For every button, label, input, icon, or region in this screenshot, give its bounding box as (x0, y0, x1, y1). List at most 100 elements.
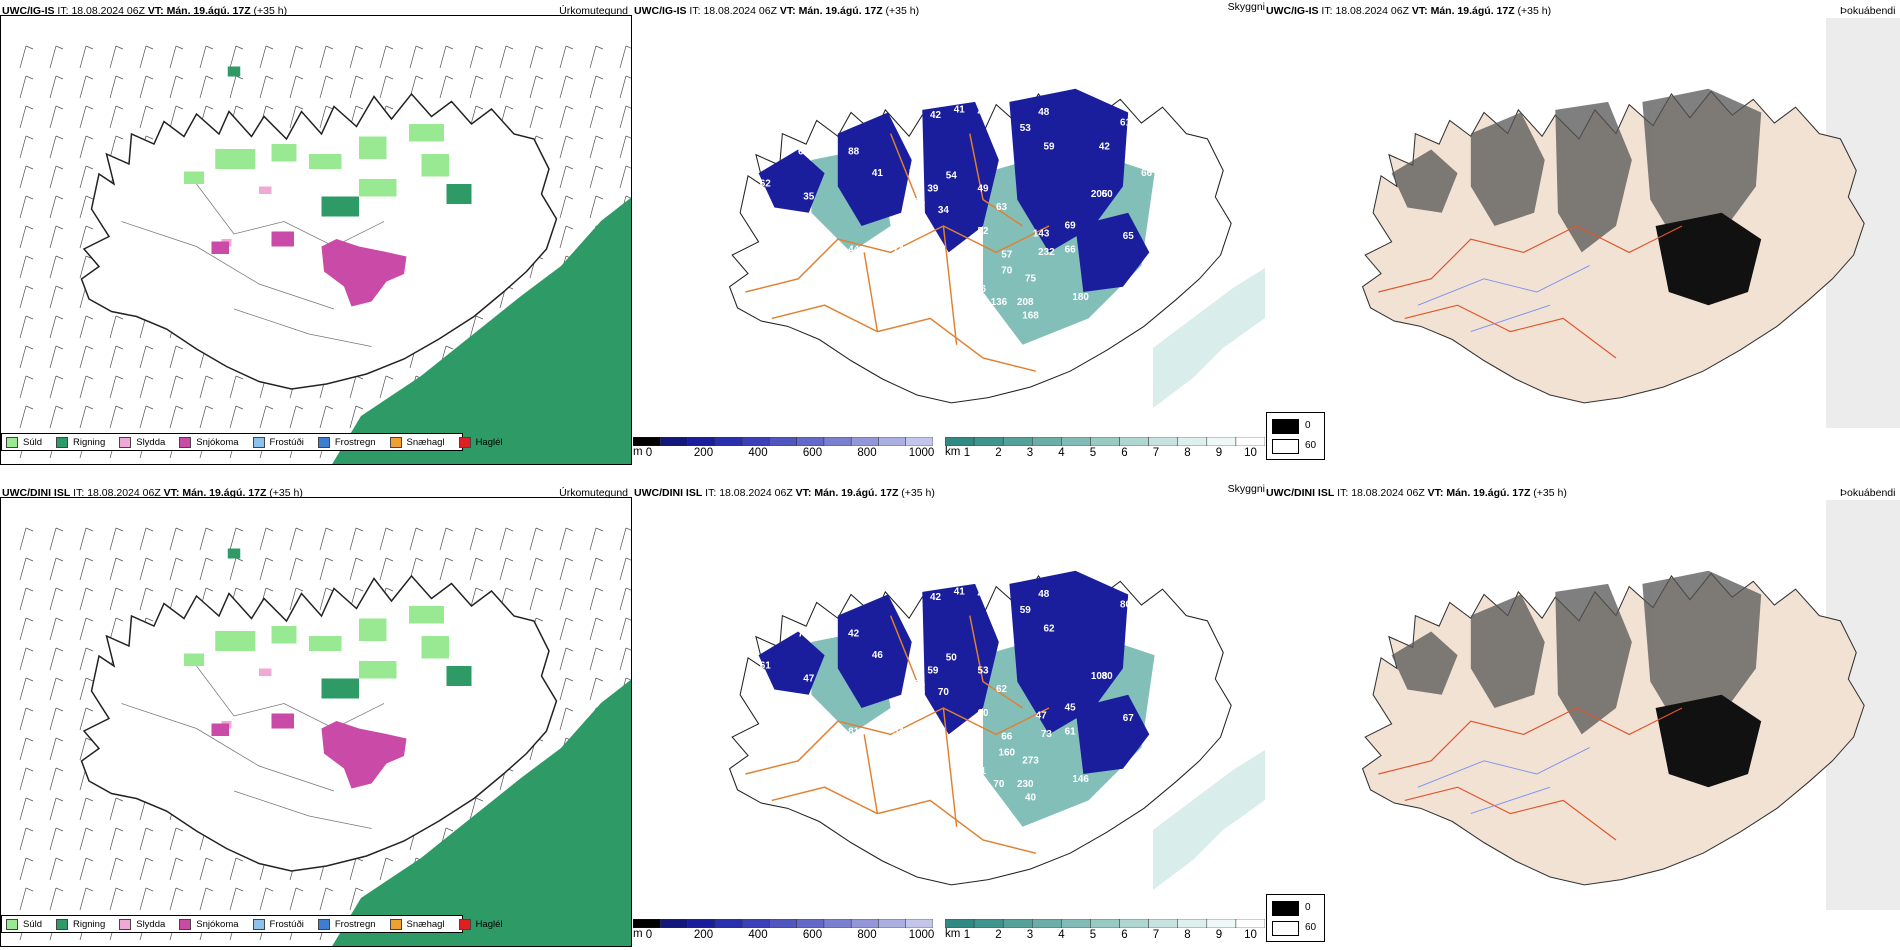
cloud-base-label: 61 (1120, 118, 1132, 129)
vt-value: Mán. 19.ágú. 17Z (166, 5, 251, 17)
wind-barb (559, 677, 574, 701)
legend-item-frostudi: Frostúði (252, 436, 304, 448)
colorbar-cell (1090, 437, 1120, 446)
wind-barb (619, 75, 631, 99)
legend-label: Rigning (73, 436, 106, 448)
wind-barb (109, 857, 124, 881)
wind-barb (169, 557, 184, 581)
wind-barb (79, 617, 94, 641)
visibility-tick: 9 (1215, 929, 1223, 941)
cloud-base-tick: 400 (748, 447, 768, 459)
it-label: IT: (57, 5, 69, 17)
vt-label: VT: (779, 5, 796, 17)
wind-barb (379, 45, 394, 69)
colorbar-cell (878, 437, 906, 446)
colorbar-cell (769, 919, 797, 928)
visibility-tick: 10 (1244, 929, 1257, 941)
precip-legend: Súld Rigning Slydda Snjókoma Frostúði Frostre… (1, 433, 503, 451)
visibility-unit: km (945, 928, 961, 940)
cloud-base-label: 59 (1043, 141, 1055, 152)
cloud-base-label: 146 (1072, 774, 1089, 785)
cloud-base-label: 47 (803, 674, 815, 685)
precip-title: Úrkomutegund (559, 487, 628, 499)
wind-barb (19, 767, 34, 791)
vt-value: Mán. 19.ágú. 17Z (814, 487, 899, 499)
wind-barb (559, 195, 574, 219)
cloud-base-tick: 0 (645, 929, 653, 941)
wind-barb (589, 557, 604, 581)
visibility-tick: 5 (1089, 447, 1097, 459)
wind-barb (169, 887, 184, 911)
wind-barb (529, 75, 544, 99)
precip-panel: UWC/DINI ISL IT: 18.08.2024 06Z VT: Mán.… (0, 482, 632, 947)
legend-label: Rigning (73, 918, 106, 930)
wind-barb (49, 887, 64, 911)
fog-map (1266, 500, 1900, 910)
wind-barb (49, 285, 64, 309)
cloud-base-label: 66 (1065, 244, 1077, 255)
wind-barb (49, 617, 64, 641)
cloud-base-labels: 61 72 49 42 41 45 48 80 59 62 42 46 45 50 59 53 62 47 56 70… (760, 581, 1135, 835)
wind-barb (79, 315, 94, 339)
legend-swatch (119, 436, 132, 448)
colorbar-cell (796, 919, 825, 928)
wind-barb (49, 737, 64, 761)
wind-barb (379, 375, 394, 399)
wind-barb (589, 45, 604, 69)
cloud-base-label: 40 (1025, 792, 1037, 803)
wind-barb (19, 135, 34, 159)
wind-barb (619, 647, 631, 671)
wind-barb (559, 105, 574, 129)
cloud-header: UWC/IG-IS IT: 18.08.2024 06Z VT: Mán. 19… (634, 5, 919, 17)
legend-item-snjokoma: Snjókoma (179, 436, 239, 448)
wind-barb (169, 375, 184, 399)
cloud-base-label: 44 (848, 244, 860, 255)
visibility-tick: 8 (1184, 929, 1191, 941)
cloud-base-tick: 0 (645, 447, 653, 459)
wind-barb (319, 887, 334, 911)
lead-time: (+35 h) (1517, 5, 1552, 17)
wind-barb (379, 75, 394, 99)
wind-barb (469, 797, 484, 821)
wind-barb (379, 857, 394, 881)
wind-barb (529, 527, 544, 551)
wind-barb (319, 75, 334, 99)
fog-legend-light-swatch (1272, 921, 1299, 936)
cloud-base-label: 70 (993, 779, 1005, 790)
wind-barb (169, 587, 184, 611)
colorbar-cell (633, 437, 661, 446)
it-value: 18.08.2024 06Z (87, 487, 161, 499)
wind-barb (139, 857, 154, 881)
cloud-base-tick: 800 (857, 447, 877, 459)
cloud-base-label: 75 (1025, 273, 1037, 284)
cloud-base-label: 42 (930, 110, 942, 121)
wind-barb (49, 255, 64, 279)
colorbar-cell (1206, 437, 1237, 446)
cloud-base-label: 67 (1123, 713, 1135, 724)
wind-barb (229, 405, 244, 429)
colorbar-cell (1235, 919, 1265, 928)
ocean-rain (332, 679, 631, 946)
legend-label: Snæhagl (406, 918, 445, 930)
legend-label: Slydda (136, 918, 166, 930)
cloud-base-label: 80 (1120, 600, 1132, 611)
vt-value: Mán. 19.ágú. 17Z (798, 5, 883, 17)
cloud-base-label: 54 (946, 170, 958, 181)
cloud-base-label: 86 (914, 197, 926, 208)
fog-legend-light-label: 60 (1305, 440, 1317, 451)
legend-item-frostregn: Frostregn (317, 436, 376, 448)
wind-barb (79, 75, 94, 99)
legend-item-rigning: Rigning (56, 918, 106, 930)
precip-header: UWC/DINI ISL IT: 18.08.2024 06Z VT: Mán.… (2, 487, 303, 499)
vt-value: Mán. 19.ágú. 17Z (1446, 487, 1531, 499)
fog-title: Þokuábendi (1840, 487, 1896, 499)
cloud-base-unit: m (633, 446, 643, 458)
wind-barb (379, 527, 394, 551)
cloud-base-label: 57 (1001, 250, 1013, 261)
wind-barb (19, 647, 34, 671)
wind-barb (49, 135, 64, 159)
wind-barb (139, 887, 154, 911)
cloud-base-tick: 200 (693, 447, 714, 459)
cloud-base-label: 53 (977, 666, 989, 677)
wind-barb (79, 797, 94, 821)
